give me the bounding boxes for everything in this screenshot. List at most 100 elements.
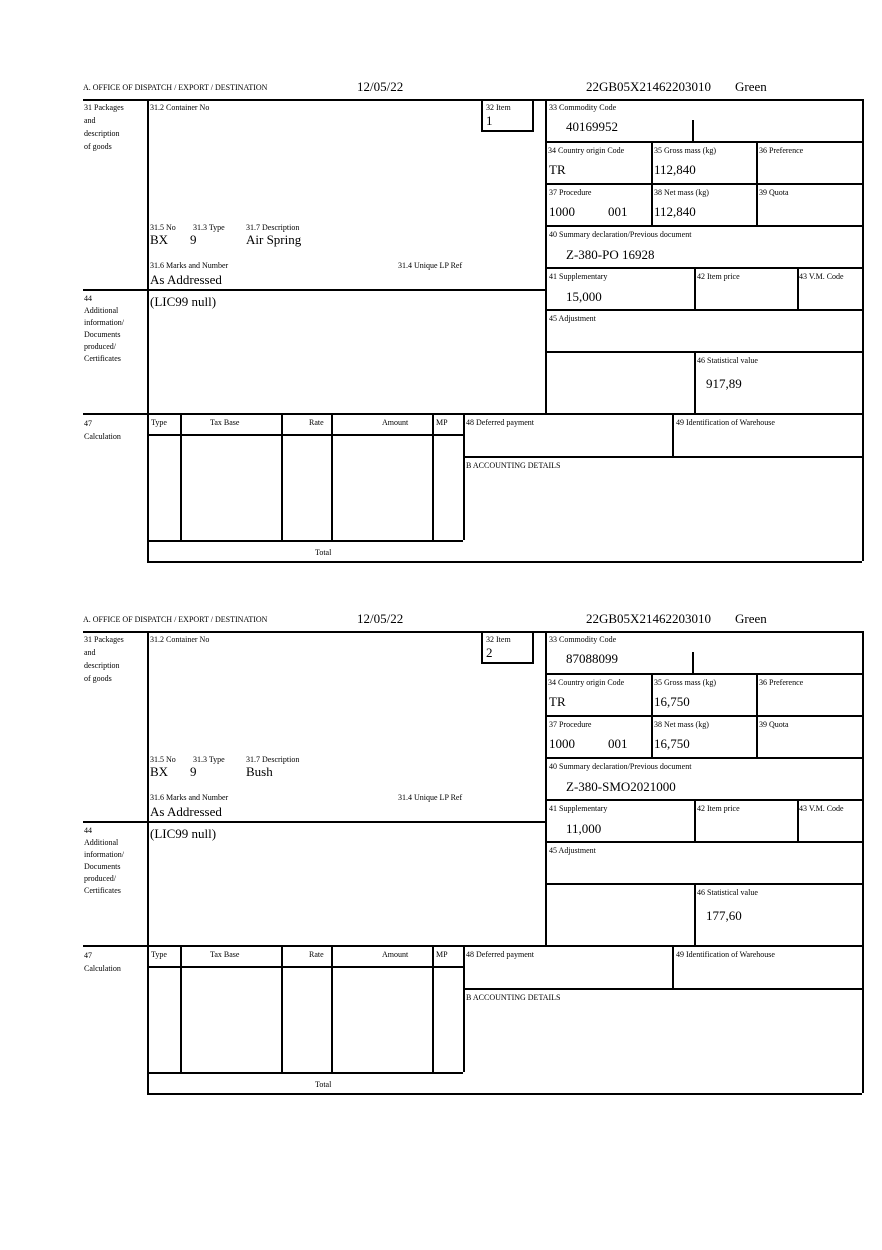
marks-label: 31.6 Marks and Number xyxy=(150,261,229,270)
net-mass: 16,750 xyxy=(654,736,690,751)
item-number: 1 xyxy=(486,113,493,128)
item-number: 2 xyxy=(486,645,493,660)
warehouse-label: 49 Identification of Warehouse xyxy=(676,950,775,959)
calc-col-amount: Amount xyxy=(382,950,409,959)
rule xyxy=(83,631,862,633)
packages-label: of goods xyxy=(84,674,112,683)
container-no-label: 31.2 Container No xyxy=(150,103,210,112)
pkg-no: BX xyxy=(150,232,169,247)
rule xyxy=(281,945,283,1072)
vm-code-label: 43 V.M. Code xyxy=(799,272,844,281)
rule xyxy=(545,267,862,269)
rule xyxy=(331,945,333,1072)
calculation-label: 47 xyxy=(84,419,92,428)
rule xyxy=(545,309,862,311)
additional-info-label: Certificates xyxy=(84,886,121,895)
rule xyxy=(463,945,465,1072)
supplementary: 15,000 xyxy=(566,289,602,304)
country-origin: TR xyxy=(549,694,566,709)
net-mass-label: 38 Net mass (kg) xyxy=(654,720,709,729)
preference-label: 36 Preference xyxy=(759,146,804,155)
additional-info-label: Documents xyxy=(84,862,121,871)
rule xyxy=(545,141,862,143)
rule xyxy=(432,413,434,540)
gross-mass-label: 35 Gross mass (kg) xyxy=(654,146,716,155)
rule xyxy=(463,456,862,458)
item-price-label: 42 Item price xyxy=(697,272,740,281)
rule xyxy=(83,945,862,947)
calc-col-tax-base: Tax Base xyxy=(210,950,240,959)
deferred-payment-label: 48 Deferred payment xyxy=(466,418,534,427)
calc-col-mp: MP xyxy=(436,418,448,427)
pkg-no-label: 31.5 No xyxy=(150,223,176,232)
gross-mass: 16,750 xyxy=(654,694,690,709)
rule xyxy=(147,1072,463,1074)
rule xyxy=(694,883,696,945)
calc-col-rate: Rate xyxy=(309,418,324,427)
calc-col-tax-base: Tax Base xyxy=(210,418,240,427)
deferred-payment-label: 48 Deferred payment xyxy=(466,950,534,959)
additional-info: (LIC99 null) xyxy=(150,294,217,309)
declaration-item-1: A. OFFICE OF DISPATCH / EXPORT / DESTINA… xyxy=(0,78,882,563)
dotted-rule xyxy=(545,883,694,885)
additional-info-label: information/ xyxy=(84,318,124,327)
statistical-value-label: 46 Statistical value xyxy=(697,356,758,365)
country-origin: TR xyxy=(549,162,566,177)
gross-mass: 112,840 xyxy=(654,162,696,177)
rule xyxy=(432,945,434,1072)
statistical-value-label: 46 Statistical value xyxy=(697,888,758,897)
unique-lp-label: 31.4 Unique LP Ref xyxy=(398,793,463,802)
rule xyxy=(651,673,653,757)
packages-label: of goods xyxy=(84,142,112,151)
item-box xyxy=(481,631,534,664)
item-label: 32 Item xyxy=(486,635,511,644)
description: Bush xyxy=(246,764,273,779)
declaration-item-2: A. OFFICE OF DISPATCH / EXPORT / DESTINA… xyxy=(0,610,882,1095)
additional-info-label: information/ xyxy=(84,850,124,859)
item-price-label: 42 Item price xyxy=(697,804,740,813)
calc-col-rate: Rate xyxy=(309,950,324,959)
additional-info-label: 44 xyxy=(84,826,92,835)
rule xyxy=(545,799,862,801)
calculation-label: Calculation xyxy=(84,964,121,973)
pkg-type-label: 31.3 Type xyxy=(193,755,225,764)
description: Air Spring xyxy=(246,232,302,247)
additional-info: (LIC99 null) xyxy=(150,826,217,841)
rule xyxy=(545,631,547,945)
reference-number: 22GB05X21462203010 xyxy=(586,79,711,94)
pkg-type-label: 31.3 Type xyxy=(193,223,225,232)
preference-label: 36 Preference xyxy=(759,678,804,687)
rule xyxy=(180,413,182,540)
supplementary: 11,000 xyxy=(566,821,602,836)
summary-decl: Z-380-PO 16928 xyxy=(566,247,655,262)
rule xyxy=(147,99,149,561)
rule xyxy=(651,141,653,225)
supplementary-label: 41 Supplementary xyxy=(549,272,608,281)
marks: As Addressed xyxy=(150,804,222,819)
rule xyxy=(694,799,696,841)
additional-info-label: 44 xyxy=(84,294,92,303)
rule xyxy=(545,883,862,885)
additional-info-label: Additional xyxy=(84,306,119,315)
rule xyxy=(147,1093,862,1095)
rule xyxy=(797,267,799,309)
additional-info-label: Certificates xyxy=(84,354,121,363)
commodity-code: 87088099 xyxy=(566,651,618,666)
additional-info-label: produced/ xyxy=(84,874,116,883)
route: Green xyxy=(735,611,767,626)
procedure-code: 001 xyxy=(608,204,628,219)
rule xyxy=(147,561,862,563)
rule xyxy=(545,225,862,227)
summary-decl-label: 40 Summary declaration/Previous document xyxy=(549,230,692,239)
rule xyxy=(862,631,864,1093)
total-label: Total xyxy=(315,1080,332,1089)
rule xyxy=(545,183,862,185)
packages-label: description xyxy=(84,129,120,138)
rule xyxy=(147,631,149,1093)
adjustment-label: 45 Adjustment xyxy=(549,314,596,323)
dotted-rule xyxy=(545,351,547,413)
procedure-code: 001 xyxy=(608,736,628,751)
marks-label: 31.6 Marks and Number xyxy=(150,793,229,802)
rule xyxy=(545,351,862,353)
statistical-value: 177,60 xyxy=(706,908,742,923)
